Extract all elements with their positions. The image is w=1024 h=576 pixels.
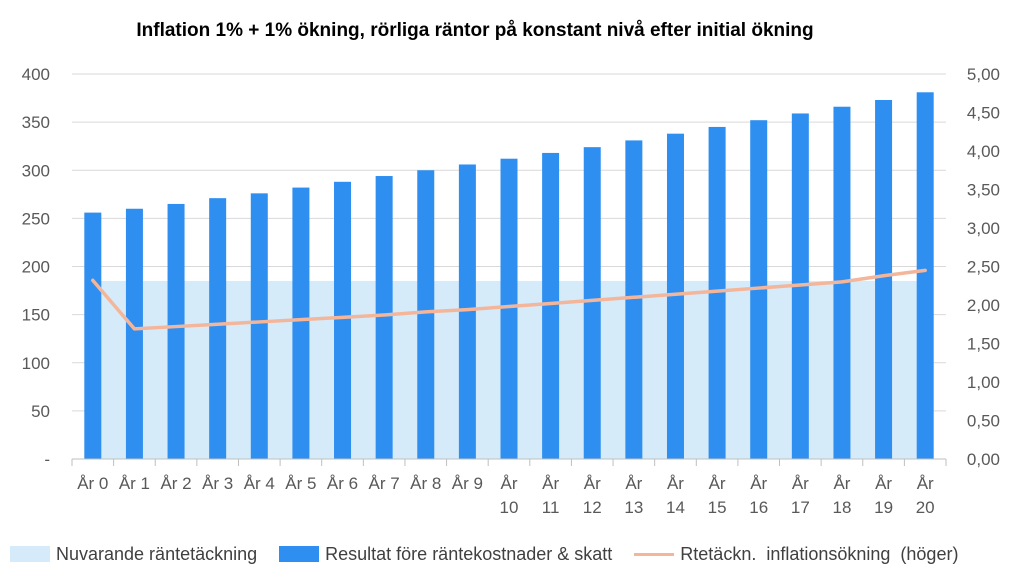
legend-item-area: Nuvarande räntetäckning — [10, 544, 257, 565]
y-right-tick-label: 1,50 — [967, 335, 1000, 354]
x-tick-label: 18 — [832, 498, 851, 517]
y-left-tick-label: 350 — [22, 113, 50, 132]
x-tick-label: 14 — [666, 498, 685, 517]
x-tick-label: År 5 — [285, 474, 316, 493]
chart-title: Inflation 1% + 1% ökning, rörliga räntor… — [136, 20, 814, 41]
y-left-tick-label: 300 — [22, 161, 50, 180]
x-tick-label: År — [709, 474, 726, 493]
y-right-tick-label: 2,00 — [967, 296, 1000, 315]
legend-item-line: Rtetäckn. inflationsökning (höger) — [634, 544, 958, 565]
legend-item-bars: Resultat före räntekostnader & skatt — [279, 544, 612, 565]
x-tick-label: År — [750, 474, 767, 493]
x-tick-label: År — [875, 474, 892, 493]
y-left-tick-label: 100 — [22, 354, 50, 373]
x-tick-label: År — [667, 474, 684, 493]
bar — [875, 99, 893, 460]
bar — [125, 208, 143, 459]
y-right-tick-label: 1,00 — [967, 373, 1000, 392]
bar — [292, 187, 310, 459]
bar — [458, 164, 476, 459]
bar — [334, 181, 352, 460]
y-right-tick-label: 4,50 — [967, 104, 1000, 123]
x-tick-label: År — [584, 474, 601, 493]
x-tick-label: 16 — [749, 498, 768, 517]
chart-plot: År 0 År 1 År 2 År 3 År 4 År 5 År 6 År 7 År 8 År 9… — [22, 65, 1000, 517]
bar — [500, 158, 518, 459]
y-left-tick-label: 50 — [31, 402, 50, 421]
legend-label-bars: Resultat före räntekostnader & skatt — [325, 543, 613, 564]
x-tick-label: År 1 — [119, 474, 150, 493]
line-series — [91, 268, 927, 331]
bar — [583, 147, 601, 459]
y-left-tick-label: - — [44, 450, 50, 469]
y-right-tick-label: 0,50 — [967, 412, 1000, 431]
bar — [417, 170, 435, 459]
bar — [167, 203, 185, 459]
bar — [250, 193, 268, 459]
legend: Nuvarande räntetäckning Resultat före rä… — [10, 540, 980, 568]
x-tick-label: År 6 — [327, 474, 358, 493]
x-tick-label: År 2 — [160, 474, 191, 493]
x-tick-label: År 4 — [244, 474, 275, 493]
x-tick-label: År — [792, 474, 809, 493]
bar — [916, 92, 934, 459]
x-tick-label: 19 — [874, 498, 893, 517]
legend-swatch-bars — [279, 546, 320, 562]
y-right-tick-label: 0,00 — [967, 450, 1000, 469]
bar — [375, 176, 393, 459]
legend-swatch-area — [10, 546, 50, 562]
x-tick-label: 10 — [500, 498, 519, 517]
x-tick-label: 20 — [916, 498, 935, 517]
y-right-tick-label: 4,00 — [967, 142, 1000, 161]
y-right-tick-label: 3,50 — [967, 181, 1000, 200]
x-tick-label: År — [542, 474, 559, 493]
bar — [625, 140, 643, 459]
bar — [666, 133, 684, 460]
legend-label-line: Rtetäckn. inflationsökning (höger) — [680, 543, 959, 564]
x-tick-label: 11 — [542, 498, 560, 517]
x-tick-label: År 0 — [77, 474, 108, 493]
y-right-tick-label: 2,50 — [967, 258, 1000, 277]
x-tick-label: 15 — [708, 498, 727, 517]
x-tick-label: 17 — [791, 498, 810, 517]
y-right-tick-label: 3,00 — [967, 219, 1000, 238]
x-tick-label: År — [833, 474, 850, 493]
y-left-tick-label: 250 — [22, 209, 50, 228]
x-tick-label: 12 — [583, 498, 602, 517]
x-tick-label: År 8 — [410, 474, 441, 493]
bar — [708, 126, 726, 459]
bar — [84, 212, 102, 459]
y-left-tick-label: 400 — [22, 65, 50, 84]
y-left-tick-label: 200 — [22, 258, 50, 277]
bar — [542, 152, 560, 460]
legend-swatch-line — [634, 552, 675, 556]
x-tick-label: År 3 — [202, 474, 233, 493]
y-left-tick-label: 150 — [22, 306, 50, 325]
x-tick-label: År 7 — [369, 474, 400, 493]
x-tick-label: 13 — [624, 498, 643, 517]
x-tick-label: År 9 — [452, 474, 483, 493]
x-tick-label: År — [625, 474, 642, 493]
bar — [209, 198, 227, 459]
y-right-tick-label: 5,00 — [967, 65, 1000, 84]
x-tick-label: År — [501, 474, 518, 493]
legend-label-area: Nuvarande räntetäckning — [56, 543, 258, 564]
x-tick-label: År — [917, 474, 934, 493]
